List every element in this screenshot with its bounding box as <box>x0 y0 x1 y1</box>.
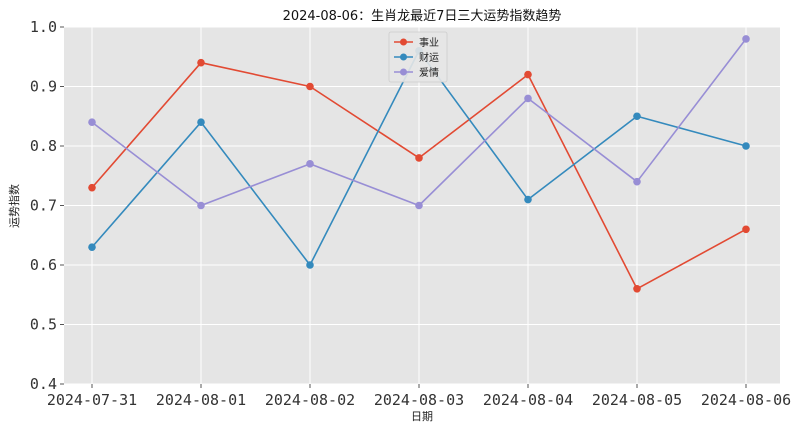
y-axis-title: 运势指数 <box>7 184 21 228</box>
data-point <box>524 70 532 79</box>
x-tick-label: 2024-08-01 <box>156 391 246 409</box>
x-tick-label: 2024-08-05 <box>592 391 682 409</box>
series-3 <box>88 35 750 210</box>
data-point <box>524 94 532 103</box>
x-tick-label: 2024-07-31 <box>47 391 137 409</box>
y-tick-label: 0.8 <box>30 137 57 155</box>
data-point <box>633 285 641 293</box>
x-axis-title: 日期 <box>411 410 433 423</box>
data-point <box>415 201 423 210</box>
data-point <box>88 243 96 251</box>
data-point <box>197 58 205 67</box>
data-point <box>306 261 314 269</box>
data-point <box>306 160 314 168</box>
legend-label: 事业 <box>419 36 439 49</box>
data-point <box>197 201 205 210</box>
data-point <box>742 142 750 150</box>
data-point <box>88 118 96 126</box>
y-tick-label: 1.0 <box>30 18 57 36</box>
y-tick-label: 0.7 <box>30 197 57 215</box>
series-1 <box>88 58 750 293</box>
legend-label: 财运 <box>419 51 439 64</box>
y-axis-ticks: 0.4 0.5 0.6 0.7 0.8 0.9 1.0 <box>30 18 64 393</box>
data-point <box>415 154 423 162</box>
chart-title: 2024-08-06：生肖龙最近7日三大运势指数趋势 <box>283 8 562 24</box>
x-tick-label: 2024-08-04 <box>483 391 573 409</box>
x-tick-label: 2024-08-06 <box>701 391 791 409</box>
x-tick-label: 2024-08-02 <box>265 391 355 409</box>
data-point <box>742 35 750 43</box>
x-axis-ticks: 2024-07-31 2024-08-01 2024-08-02 2024-08-03… <box>47 384 791 409</box>
data-point <box>306 82 314 91</box>
y-tick-label: 0.9 <box>30 78 57 96</box>
legend-swatch-marker <box>400 53 407 61</box>
y-tick-label: 0.5 <box>30 316 57 334</box>
data-point <box>524 195 532 204</box>
data-point <box>633 112 641 121</box>
legend-label: 爱情 <box>419 66 439 79</box>
data-point <box>633 177 641 186</box>
legend-swatch-marker <box>400 68 407 76</box>
x-tick-label: 2024-08-03 <box>374 391 464 409</box>
legend-item: 事业 <box>394 36 439 49</box>
y-tick-label: 0.4 <box>30 375 57 393</box>
data-point <box>742 225 750 234</box>
y-tick-label: 0.6 <box>30 256 57 274</box>
legend-item: 财运 <box>394 51 439 64</box>
legend-item: 爱情 <box>394 66 439 79</box>
data-point <box>88 183 96 192</box>
data-point <box>197 118 205 126</box>
legend-swatch-marker <box>400 38 407 46</box>
